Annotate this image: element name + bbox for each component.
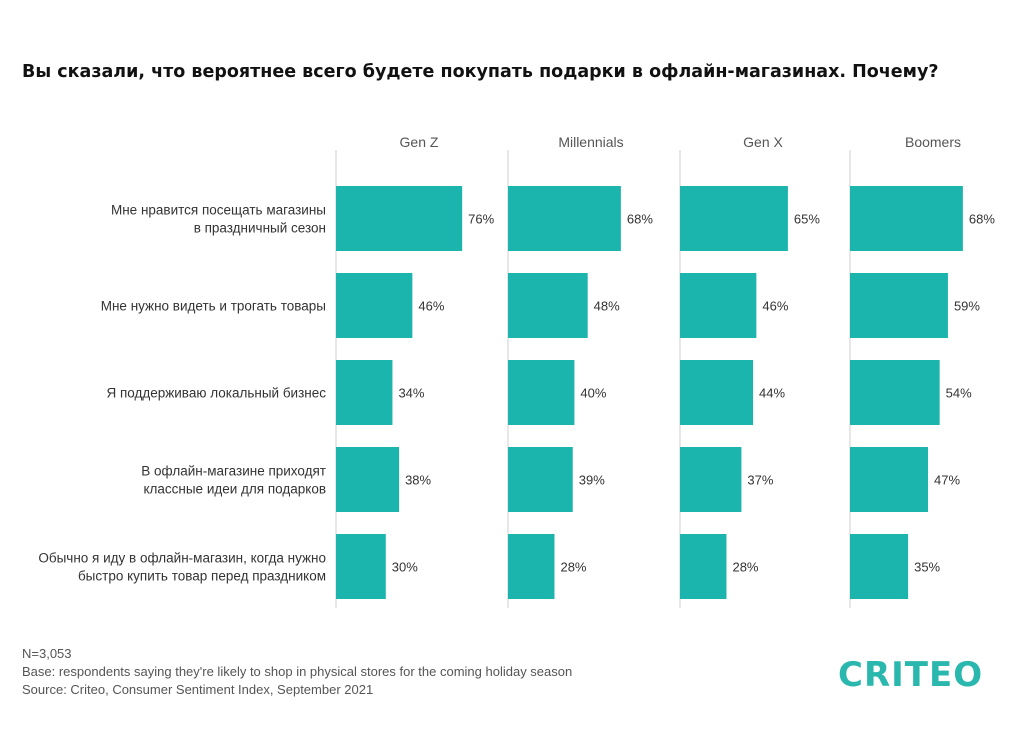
bar-value-label: 38% bbox=[405, 473, 431, 488]
bar-value-label: 40% bbox=[580, 386, 606, 401]
bar-value-label: 35% bbox=[914, 560, 940, 575]
bar-value-label: 28% bbox=[560, 560, 586, 575]
category-label: В офлайн-магазине приходят bbox=[141, 464, 326, 479]
bar bbox=[850, 534, 909, 599]
category-label: Я поддерживаю локальный бизнес bbox=[106, 386, 326, 401]
bar-value-label: 39% bbox=[579, 473, 605, 488]
category-label: Обычно я иду в офлайн-магазин, когда нуж… bbox=[38, 551, 326, 566]
bar bbox=[508, 273, 588, 338]
footnote-source: Source: Criteo, Consumer Sentiment Index… bbox=[22, 682, 374, 697]
bar bbox=[680, 186, 788, 251]
series-header: Gen Z bbox=[400, 134, 439, 150]
bar bbox=[850, 273, 948, 338]
footnote-sample-size: N=3,053 bbox=[22, 646, 72, 661]
category-label: быстро купить товар перед праздником bbox=[78, 569, 326, 584]
bar-value-label: 28% bbox=[732, 560, 758, 575]
bar bbox=[850, 360, 940, 425]
category-label: Мне нужно видеть и трогать товары bbox=[101, 299, 326, 314]
bar-value-label: 47% bbox=[934, 473, 960, 488]
category-label: Мне нравится посещать магазины bbox=[111, 203, 326, 218]
bar bbox=[680, 534, 727, 599]
bar-chart: Мне нравится посещать магазины в празднич… bbox=[38, 134, 995, 608]
chart-title: Вы сказали, что вероятнее всего будете п… bbox=[22, 62, 939, 82]
bar bbox=[508, 360, 575, 425]
bar bbox=[336, 360, 393, 425]
bar bbox=[508, 534, 555, 599]
series-header: Boomers bbox=[905, 134, 961, 150]
bar bbox=[680, 360, 754, 425]
bar bbox=[336, 186, 463, 251]
bar bbox=[850, 186, 963, 251]
bar bbox=[336, 534, 386, 599]
bar bbox=[680, 273, 757, 338]
bar-value-label: 59% bbox=[954, 299, 980, 314]
bar bbox=[508, 186, 621, 251]
bar-value-label: 37% bbox=[747, 473, 773, 488]
bar bbox=[336, 447, 400, 512]
series-header: Millennials bbox=[558, 134, 623, 150]
footnote-base: Base: respondents saying they're likely … bbox=[22, 664, 573, 679]
bar-value-label: 46% bbox=[762, 299, 788, 314]
bar-value-label: 68% bbox=[969, 212, 995, 227]
bar-value-label: 30% bbox=[392, 560, 418, 575]
bar-value-label: 65% bbox=[794, 212, 820, 227]
bar-value-label: 48% bbox=[594, 299, 620, 314]
bar-value-label: 54% bbox=[946, 386, 972, 401]
bar bbox=[680, 447, 742, 512]
bar bbox=[336, 273, 413, 338]
bar-value-label: 76% bbox=[468, 212, 494, 227]
bar bbox=[508, 447, 573, 512]
bar-value-label: 34% bbox=[398, 386, 424, 401]
bar bbox=[850, 447, 929, 512]
category-label: классные идеи для подарков bbox=[143, 482, 326, 497]
bar-value-label: 68% bbox=[627, 212, 653, 227]
bar-value-label: 46% bbox=[418, 299, 444, 314]
series-header: Gen X bbox=[743, 134, 783, 150]
criteo-logo: CRITEO bbox=[838, 655, 984, 695]
category-label: в праздничный сезон bbox=[194, 221, 326, 236]
bar-value-label: 44% bbox=[759, 386, 785, 401]
